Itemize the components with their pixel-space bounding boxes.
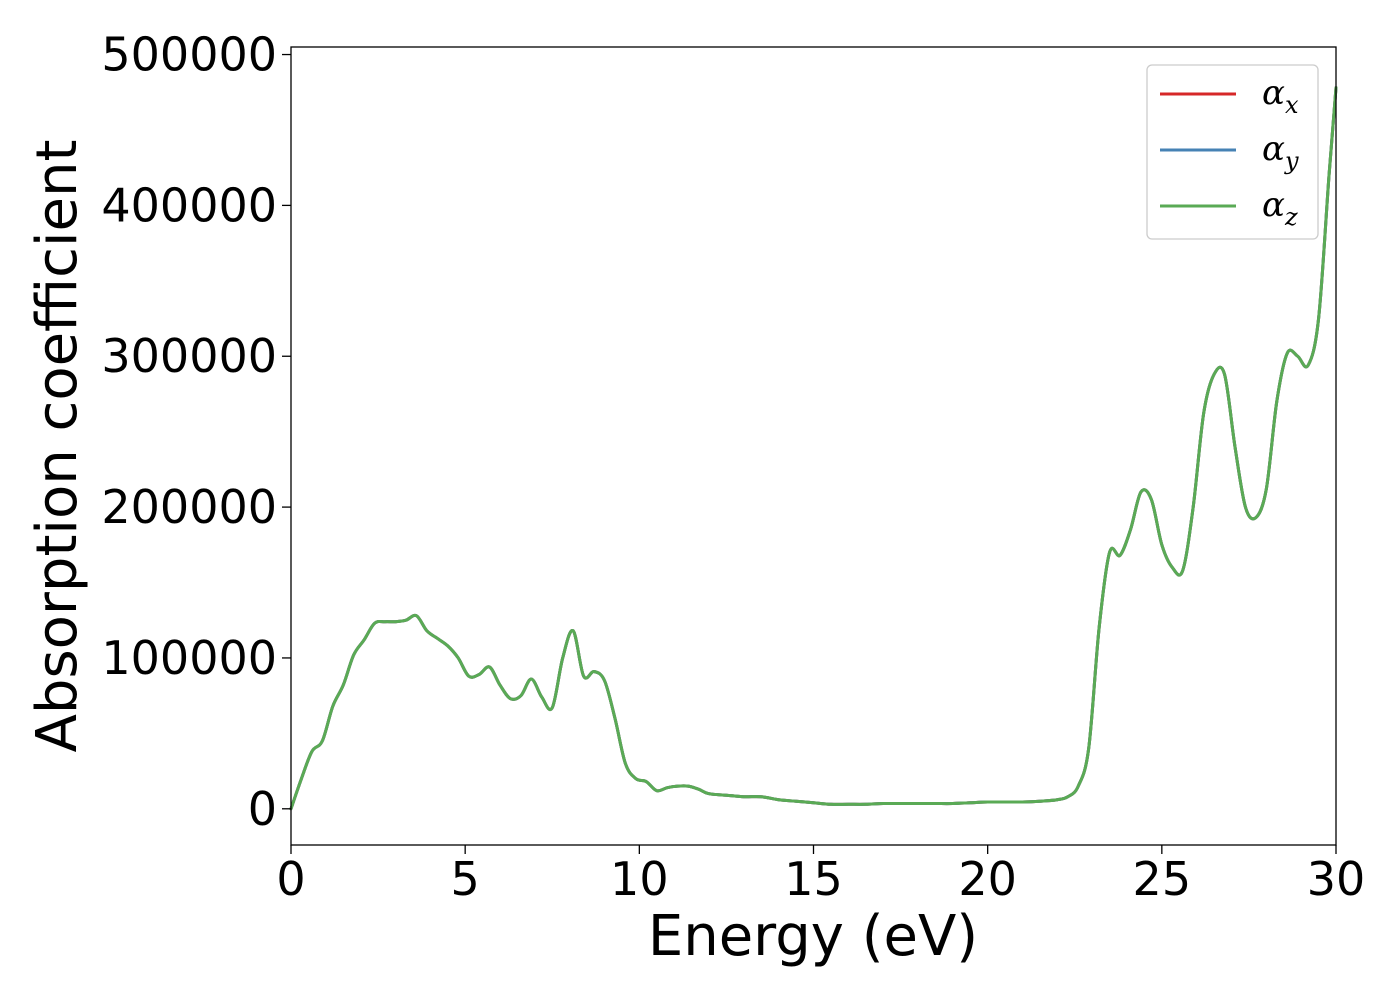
y-axis-title: Absorption coefficient — [25, 140, 90, 753]
x-tick-label: 20 — [958, 852, 1017, 906]
y-tick-label: 500000 — [101, 28, 277, 82]
legend-box — [1146, 64, 1319, 240]
x-tick-label: 15 — [784, 852, 843, 906]
legend-label-x: αx — [1262, 73, 1299, 119]
x-tick-label: 30 — [1307, 852, 1366, 906]
y-tick-label: 200000 — [101, 480, 277, 534]
legend: αx αy αz — [1146, 64, 1319, 240]
x-tick-label: 0 — [276, 852, 305, 906]
series-line-z — [289, 86, 1338, 811]
x-tick-label: 10 — [610, 852, 669, 906]
x-axis-title: Energy (eV) — [648, 904, 978, 969]
legend-label-z: αz — [1262, 185, 1298, 231]
y-axis: 0 100000 200000 300000 400000 500000 — [101, 28, 291, 836]
y-tick-label: 300000 — [101, 329, 277, 383]
y-tick-label: 0 — [248, 782, 277, 836]
y-tick-label: 100000 — [101, 631, 277, 685]
series-lines — [289, 86, 1338, 811]
x-tick-label: 25 — [1133, 852, 1192, 906]
y-tick-label: 400000 — [101, 178, 277, 232]
legend-label-y: αy — [1262, 129, 1299, 175]
x-axis: 0 5 10 15 20 25 30 — [276, 845, 1365, 906]
x-tick-label: 5 — [451, 852, 480, 906]
